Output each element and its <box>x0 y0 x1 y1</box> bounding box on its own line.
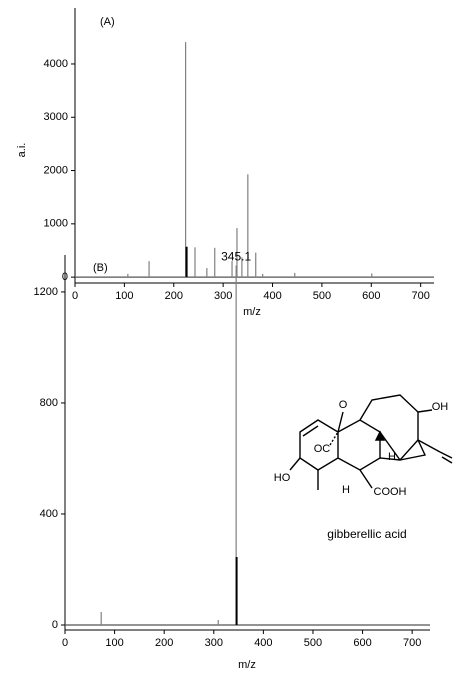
y-tick-label: 800 <box>40 397 58 409</box>
x-tick-label: 400 <box>254 637 272 649</box>
x-tick-label: 200 <box>165 290 183 302</box>
y-axis-label: a.i. <box>16 143 28 158</box>
atom-label: OC <box>314 443 331 455</box>
x-tick-label: 300 <box>214 290 232 302</box>
x-tick-label: 100 <box>115 290 133 302</box>
atom-label: H <box>342 484 350 496</box>
bond <box>329 431 339 446</box>
bond <box>337 411 344 433</box>
bond <box>439 451 453 459</box>
x-tick-label: 600 <box>353 637 371 649</box>
y-tick-label: 1200 <box>34 286 58 298</box>
x-tick-label: 700 <box>411 290 429 302</box>
y-tick-label: 2000 <box>44 164 68 176</box>
atom-label: OH <box>432 401 449 413</box>
panel-label: (B) <box>93 262 108 274</box>
atom-label: HO <box>274 472 291 484</box>
atom-label: COOH <box>374 486 407 498</box>
y-tick-label: 3000 <box>44 111 68 123</box>
x-axis-label: m/z <box>238 659 256 671</box>
bond <box>302 425 319 437</box>
wedge <box>374 430 386 441</box>
x-tick-label: 0 <box>62 637 68 649</box>
y-tick-label: 1000 <box>44 218 68 230</box>
molecule-structure <box>289 394 453 490</box>
bond <box>359 469 373 489</box>
annotation: gibberellic acid <box>327 527 406 541</box>
x-tick-label: 300 <box>205 637 223 649</box>
bond <box>417 409 433 413</box>
x-tick-label: 200 <box>155 637 173 649</box>
x-tick-label: 600 <box>362 290 380 302</box>
atom-label: O <box>339 399 348 411</box>
y-tick-label: 0 <box>52 619 58 631</box>
x-tick-label: 0 <box>72 290 78 302</box>
peak-label: 345.1 <box>221 250 251 264</box>
x-tick-label: 500 <box>304 637 322 649</box>
bond <box>289 457 301 471</box>
bond <box>441 456 453 464</box>
ring <box>379 431 427 461</box>
panel-label: (A) <box>100 16 115 28</box>
x-tick-label: 500 <box>313 290 331 302</box>
x-tick-label: 400 <box>263 290 281 302</box>
atom-label: H <box>388 451 396 463</box>
x-tick-label: 700 <box>403 637 421 649</box>
y-tick-label: 4000 <box>44 58 68 70</box>
x-tick-label: 100 <box>105 637 123 649</box>
ring <box>337 419 381 471</box>
x-axis-label: m/z <box>243 306 261 318</box>
bond <box>417 439 441 453</box>
y-tick-label: 400 <box>40 508 58 520</box>
